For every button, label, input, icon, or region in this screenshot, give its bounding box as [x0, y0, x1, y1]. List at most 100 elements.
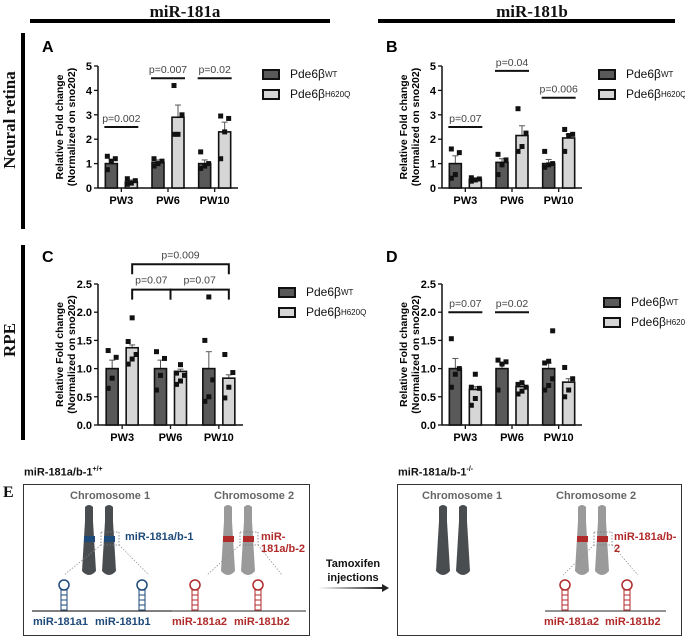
legend-label: Pde6β — [306, 285, 341, 299]
data-point — [503, 157, 509, 163]
column-title-mir181b: miR-181b — [496, 2, 568, 21]
data-point — [519, 144, 525, 150]
x-tick-label: PW10 — [544, 432, 574, 444]
gene-label-mir181a2: miR-181a2 — [172, 616, 228, 628]
chromosome-1-title: Chromosome 1 — [422, 490, 503, 502]
data-point — [226, 384, 232, 390]
locus-label-mir181ab1: miR-181a/b-1 — [125, 531, 194, 543]
data-point — [128, 180, 134, 186]
data-point — [476, 385, 482, 391]
data-point — [171, 83, 177, 89]
data-point — [171, 131, 177, 137]
legend-sup: WT — [324, 69, 338, 79]
data-point — [495, 387, 501, 393]
y-axis-label-2: (Normalized on sno202) — [410, 295, 422, 413]
data-point — [452, 172, 458, 178]
data-point — [562, 148, 568, 154]
x-tick-label: PW3 — [110, 432, 134, 444]
data-point — [472, 371, 478, 377]
data-point — [542, 387, 548, 393]
data-point — [448, 336, 454, 342]
legend-swatch-wt — [603, 296, 621, 308]
data-point — [566, 133, 572, 139]
legend-sup: WT — [665, 297, 679, 307]
data-point — [515, 391, 521, 397]
y-tick-label: 0.5 — [421, 392, 436, 404]
data-point — [570, 131, 576, 137]
data-point — [546, 358, 552, 364]
data-point — [154, 387, 159, 393]
significance-bracket — [131, 263, 230, 275]
p-value-label: p=0.07 — [449, 113, 482, 125]
wildtype-diagram — [32, 505, 306, 612]
legend-b: Pde6β WT Pde6β H620Q — [598, 64, 685, 104]
data-point — [452, 371, 458, 377]
locus-band-icon — [597, 536, 608, 542]
data-point — [125, 361, 131, 367]
zoom-line — [257, 544, 283, 576]
p-value-label: p=0.007 — [149, 64, 187, 76]
legend-sup: H620Q — [660, 89, 685, 99]
y-axis-label: Relative Fold change — [398, 74, 410, 179]
bar — [171, 116, 185, 189]
legend-item-wt: Pde6β WT — [603, 292, 685, 312]
legend-swatch-h620q — [598, 88, 616, 100]
gene-label-mir181a1: miR-181a1 — [33, 616, 89, 628]
legend-swatch-wt — [278, 286, 296, 298]
zoom-line — [562, 544, 595, 576]
zoom-line — [206, 544, 241, 576]
data-point — [210, 377, 216, 383]
y-tick-label: 4 — [86, 85, 93, 97]
bar — [561, 381, 576, 426]
zoom-line — [611, 544, 639, 576]
y-tick-label: 0.5 — [77, 392, 92, 404]
data-point — [448, 175, 454, 181]
data-point — [562, 364, 568, 370]
data-point — [546, 162, 552, 168]
data-point — [550, 376, 556, 382]
chart-panel-a: A Relative Fold change (Normalized on sno2… — [42, 39, 238, 207]
knockout-diagram — [436, 505, 666, 612]
bar — [448, 367, 463, 426]
gene-label-mir181b2: miR-181b2 — [605, 616, 661, 628]
data-point — [472, 395, 478, 401]
data-point — [562, 126, 568, 132]
y-tick-label: 1 — [430, 159, 436, 171]
data-point — [202, 398, 208, 404]
data-point — [472, 177, 478, 183]
significance-bracket — [169, 288, 230, 300]
data-point — [218, 156, 224, 162]
row-divider-rpe — [21, 245, 25, 440]
data-point — [515, 148, 521, 154]
bar — [222, 377, 236, 426]
data-point — [178, 362, 183, 368]
y-tick-label: 1 — [86, 159, 92, 171]
y-tick-label: 4 — [430, 85, 437, 97]
y-tick-label: 2.5 — [421, 279, 436, 291]
x-tick-label: PW3 — [109, 195, 133, 207]
p-value-label: p=0.009 — [161, 249, 199, 261]
data-point — [562, 394, 568, 400]
legend-label: Pde6β — [631, 315, 666, 329]
bar — [125, 346, 139, 426]
bar — [561, 137, 576, 189]
y-tick-label: 0.0 — [77, 420, 92, 432]
y-tick-label: 1.0 — [421, 364, 436, 376]
bar — [541, 367, 556, 426]
locus-band-icon — [243, 536, 254, 542]
data-point — [230, 370, 236, 376]
y-tick-label: 0 — [86, 183, 92, 195]
arrow-label: Tamoxifen injections — [318, 557, 388, 585]
legend-swatch-h620q — [278, 306, 296, 318]
data-point — [570, 376, 576, 382]
p-value-label: p=0.04 — [496, 57, 529, 69]
x-tick-label: PW10 — [200, 195, 230, 207]
chart-panel-c: C Relative Fold change (Normalized on sno2… — [42, 249, 243, 444]
bar — [495, 367, 509, 426]
panel-letter-e: E — [3, 484, 14, 501]
y-tick-label: 1.0 — [77, 364, 92, 376]
legend-item-wt: Pde6β WT — [598, 64, 685, 84]
data-point — [202, 163, 208, 169]
locus-zoom-box — [593, 531, 613, 546]
data-point — [222, 395, 228, 401]
